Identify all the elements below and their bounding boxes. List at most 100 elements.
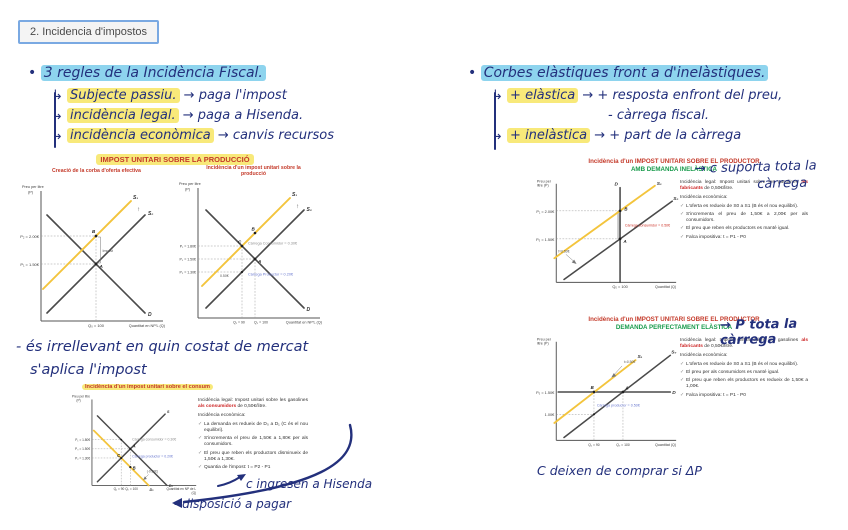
curve-label-d: D xyxy=(148,312,152,318)
check-icon: ✓ xyxy=(680,234,685,240)
term-note: → + part de la càrrega xyxy=(594,128,742,143)
notes-left-item: ↳ Subjecte passiu. → paga l'impost xyxy=(28,86,373,106)
y-tick: P₀ = 1.50€ xyxy=(536,238,555,242)
y-tick: P₂ = 1.30€ xyxy=(75,456,90,460)
notes-left[interactable]: • 3 regles de la Incidència Fiscal. ↳ Su… xyxy=(28,63,373,146)
supply-curve-s1 xyxy=(201,197,291,287)
figure-impost-produccio[interactable]: IMPOST UNITARI SOBRE LA PRODUCCIÓ Creaci… xyxy=(18,154,332,336)
branch-connector-line xyxy=(494,92,496,150)
branch-arrow-icon: ↳ xyxy=(52,88,63,103)
note-disposicio[interactable]: - disposició a pagar xyxy=(174,497,292,511)
check-icon: ✓ xyxy=(680,369,685,375)
y-axis-label: (P) xyxy=(76,399,80,403)
y-axis-label: Preu per xyxy=(537,179,552,183)
point-a: A xyxy=(622,239,626,244)
tax-bracket xyxy=(98,236,101,264)
y-tick: P₁ = 1.80€ xyxy=(180,245,196,249)
note-productor-tota-carrega[interactable]: → P tota la càrrega xyxy=(719,316,798,349)
check-icon: ✓ xyxy=(680,226,685,232)
x-tick: Q₁ = 90 xyxy=(233,321,245,325)
x-axis-label: Quantitat (Q) xyxy=(655,443,676,447)
notes-right-item-cont: - càrrega fiscal. xyxy=(608,108,710,123)
point-a: A xyxy=(99,264,103,269)
note-deixen-comprar[interactable]: C deixen de comprar si ΔP xyxy=(537,463,702,478)
check-icon: ✓ xyxy=(680,203,685,209)
tax-arrow-icon xyxy=(143,476,147,480)
shift-arrow-icon: ↑ xyxy=(296,204,299,210)
tax-amount-label: t=0.50€ xyxy=(558,249,569,253)
point-c: C xyxy=(238,240,242,245)
note-suporta-carrega[interactable]: → c suporta tota la càrrega xyxy=(695,157,818,194)
point-b: B xyxy=(92,229,96,234)
note-ingresen[interactable]: c ingresen a Hisenda xyxy=(246,477,373,491)
hand-arrow-strokes[interactable] xyxy=(118,420,378,525)
y-axis-label: Preu per litre xyxy=(22,185,44,189)
y-tick: P₂ = 2.00€ xyxy=(20,234,40,239)
check-icon: ✓ xyxy=(680,378,685,384)
curve-label-s0: S₀ xyxy=(671,349,676,355)
y-tick: P₁ = 2.00€ xyxy=(536,210,555,214)
section-title: 2. Incidencia d'impostos xyxy=(30,26,148,38)
figure-title: Incidència d'un impost unitari sobre el … xyxy=(70,384,312,390)
check-icon: ✓ xyxy=(680,361,685,367)
graph-incidencia-produccio-block: Incidència d'un impost unitari sobre la p… xyxy=(175,164,332,333)
y-axis-label: Preu per litre xyxy=(179,182,201,186)
carrega-productor-label: Càrrega productor = 0.20€ xyxy=(132,454,173,458)
figure-title-line2: DEMANDA PERFECTAMENT ELÀSTICA xyxy=(615,324,733,331)
x-tick: Q₁ = 90 Q₀ = 100 xyxy=(114,487,139,491)
economic-incidence-heading: Incidència econòmica: xyxy=(680,352,728,358)
tax-label: Impost xyxy=(103,249,114,253)
point-c: C xyxy=(117,453,121,458)
figure-title: IMPOST UNITARI SOBRE LA PRODUCCIÓ xyxy=(18,154,332,165)
supply-curve-s1 xyxy=(42,200,132,290)
arrowhead-icon xyxy=(237,474,246,481)
figure-productor-elastica[interactable]: Incidència d'un IMPOST UNITARI SOBRE EL … xyxy=(535,316,813,452)
curve-label-s: S xyxy=(167,410,170,414)
bullet-item: ✓ El preu que reben els productors es red… xyxy=(680,378,808,390)
curve-label-d1: D₁ xyxy=(150,488,155,492)
helper-dashes xyxy=(556,392,624,441)
y-axis-label: (P) xyxy=(28,191,34,195)
check-icon: ✓ xyxy=(680,211,685,217)
tax-amount-label: 0.50€ xyxy=(220,274,229,278)
x-tick: Q₀ = 100 xyxy=(254,321,268,325)
notes-right[interactable]: • Corbes elàstiques front a d'inelàstiqu… xyxy=(468,63,846,146)
check-icon: ✓ xyxy=(680,392,685,398)
branch-arrow-icon: ↳ xyxy=(52,108,63,123)
figure-impost-consum[interactable]: Incidència d'un impost unitari sobre el … xyxy=(70,384,312,502)
tax-amount-label: (-0.50€) xyxy=(147,470,158,474)
curve-label-d: D xyxy=(614,182,618,188)
check-icon: ✓ xyxy=(198,465,203,471)
supply-curve xyxy=(96,413,166,483)
notes-right-title-line: • Corbes elàstiques front a d'inelàstiqu… xyxy=(468,63,846,83)
figure-text-block: Incidència legal: Impost unitari sobre l… xyxy=(680,176,808,243)
x-tick: Q₀ = 100 xyxy=(88,323,105,328)
consumer-burden-band xyxy=(617,210,621,239)
curve-label-s0: S₀ xyxy=(307,207,312,213)
bullet-item: ✓ La demanda es redueix de D₀ a D₁ (C és … xyxy=(198,421,308,433)
carrega-productor-label: Càrrega productor = 0.50€ xyxy=(597,404,640,408)
bullet-item: ✓ Falca impositiva: t = P1 - P0 xyxy=(680,234,746,240)
economic-incidence-heading: Incidència econòmica: xyxy=(680,194,728,200)
arrowhead-icon xyxy=(172,498,182,508)
term: incidència econòmica xyxy=(67,128,214,143)
y-axis-label: litre (P) xyxy=(537,184,549,188)
graph-subtitle: Creació de la corba d'oferta efectiva xyxy=(52,168,141,174)
figure-productor-inelastica[interactable]: Incidència d'un IMPOST UNITARI SOBRE EL … xyxy=(535,158,813,294)
y-tick: P₁ = 1.50€ xyxy=(20,262,39,267)
tax-amount-label: t=0.50€ xyxy=(624,360,635,364)
term-note: → canvis recursos xyxy=(217,128,334,143)
check-icon: ✓ xyxy=(198,421,203,427)
y-axis-label: (P) xyxy=(185,188,191,192)
point-a: A xyxy=(257,259,261,264)
check-icon: ✓ xyxy=(198,450,203,456)
notes-left-item: ↳ incidència econòmica → canvis recursos xyxy=(28,126,373,146)
curve-label-d: D xyxy=(307,307,311,313)
tax-arrow-icon xyxy=(611,373,617,378)
bullet-item: ✓ El preu que reben els productors dismin… xyxy=(198,450,308,462)
supply-curve-s1 xyxy=(553,184,656,260)
note-irrellevant[interactable]: - és irrellevant en quin costat de merca… xyxy=(16,336,308,382)
carrega-consumidor-label: Càrrega Consumidor = 0.30€ xyxy=(248,242,298,246)
y-tick: P₀ = 1.50€ xyxy=(536,391,555,395)
section-title-box[interactable]: 2. Incidencia d'impostos xyxy=(18,20,160,44)
